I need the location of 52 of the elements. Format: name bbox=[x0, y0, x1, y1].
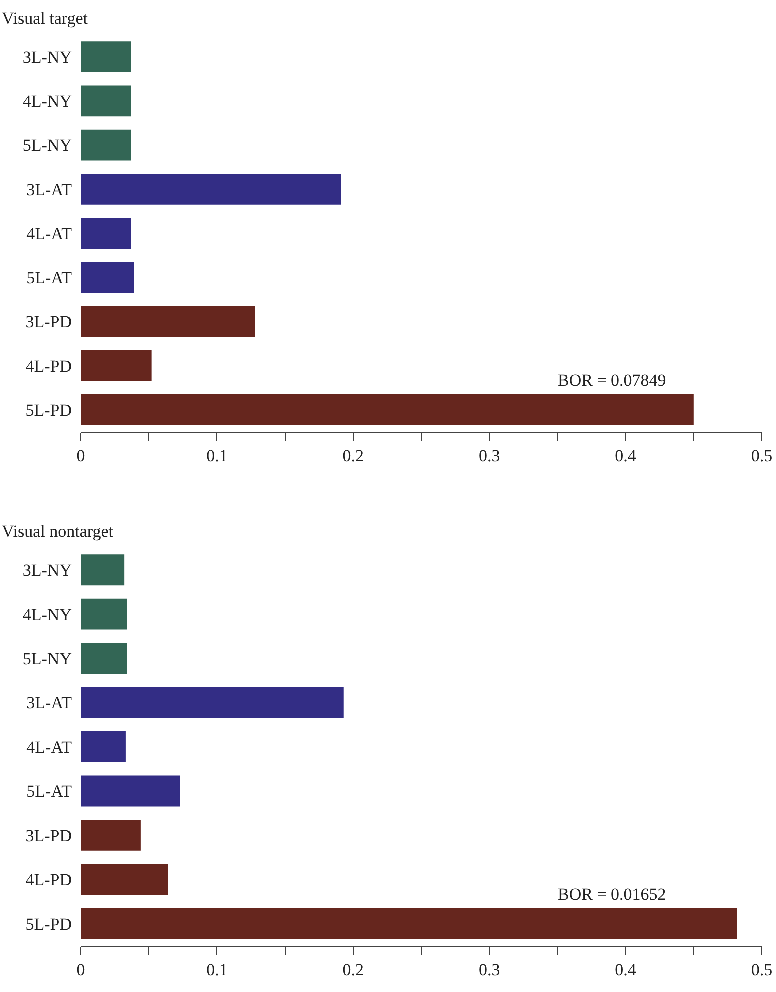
bar bbox=[81, 218, 132, 249]
y-tick-label: 3L-PD bbox=[26, 826, 72, 846]
x-tick-label: 0.5 bbox=[751, 446, 773, 466]
x-tick-label: 0.4 bbox=[615, 446, 637, 466]
bar bbox=[81, 306, 256, 338]
x-tick-label: 0.1 bbox=[206, 960, 228, 980]
y-tick-label: 3L-AT bbox=[26, 694, 73, 713]
y-tick-label: 5L-PD bbox=[26, 400, 72, 420]
bar bbox=[81, 262, 134, 294]
bar bbox=[81, 732, 126, 762]
y-tick-label: 5L-PD bbox=[26, 914, 72, 934]
bar bbox=[81, 42, 132, 72]
x-tick-label: 0.3 bbox=[478, 960, 500, 980]
bar bbox=[81, 864, 168, 896]
x-tick-label: 0.2 bbox=[342, 446, 364, 466]
bar bbox=[81, 554, 125, 586]
y-tick-label: 3L-NY bbox=[22, 48, 72, 68]
y-tick-label: 5L-AT bbox=[26, 268, 73, 288]
bar bbox=[81, 86, 132, 117]
bar bbox=[81, 130, 132, 161]
y-tick-label: 5L-NY bbox=[22, 650, 72, 669]
annotation: BOR = 0.01652 bbox=[558, 885, 666, 904]
y-tick-label: 5L-AT bbox=[26, 782, 73, 802]
y-tick-label: 4L-NY bbox=[22, 92, 72, 112]
x-tick-label: 0 bbox=[76, 446, 86, 466]
bar bbox=[81, 643, 128, 674]
y-tick-label: 4L-NY bbox=[22, 605, 72, 624]
annotation: BOR = 0.07849 bbox=[558, 371, 666, 390]
y-tick-label: 4L-PD bbox=[26, 356, 72, 376]
bar bbox=[81, 598, 128, 630]
x-tick-label: 0.3 bbox=[478, 446, 500, 466]
y-tick-label: 4L-AT bbox=[26, 738, 73, 757]
bar bbox=[81, 350, 152, 382]
x-tick-label: 0.5 bbox=[751, 960, 773, 980]
x-tick-label: 0.1 bbox=[206, 446, 228, 466]
y-tick-label: 5L-NY bbox=[22, 136, 72, 156]
y-tick-label: 3L-NY bbox=[22, 561, 72, 580]
x-tick-label: 0.2 bbox=[342, 960, 364, 980]
y-tick-label: 3L-AT bbox=[26, 180, 73, 200]
y-tick-label: 4L-AT bbox=[26, 224, 73, 244]
bar bbox=[81, 394, 694, 426]
x-tick-label: 0 bbox=[76, 960, 86, 980]
bar bbox=[81, 820, 141, 851]
bar bbox=[81, 687, 344, 718]
chart-title: Visual target bbox=[2, 9, 88, 28]
y-tick-label: 4L-PD bbox=[26, 870, 72, 890]
x-tick-label: 0.4 bbox=[615, 960, 637, 980]
bar bbox=[81, 174, 342, 205]
chart-title: Visual nontarget bbox=[2, 522, 114, 541]
bar bbox=[81, 908, 738, 940]
bar bbox=[81, 776, 180, 807]
y-tick-label: 3L-PD bbox=[26, 312, 72, 332]
